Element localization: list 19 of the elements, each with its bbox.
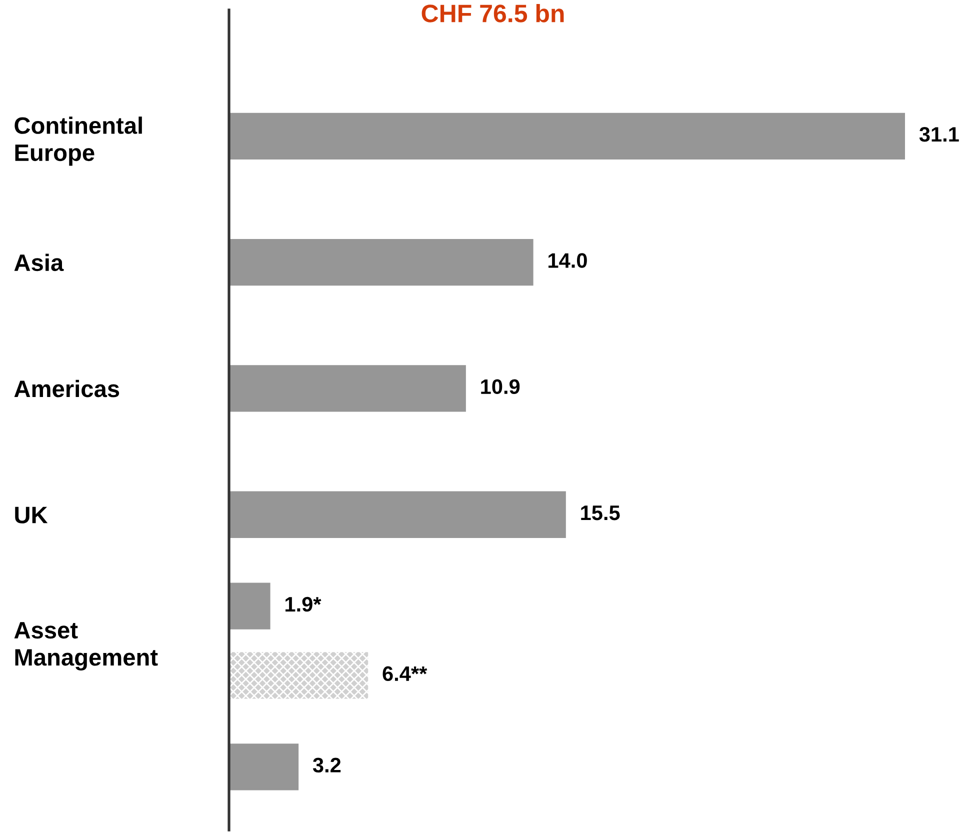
bar: [229, 652, 368, 699]
bar: [229, 744, 299, 790]
data-label: 6.4**: [382, 666, 428, 682]
bar: [229, 112, 905, 160]
data-label: 31.1: [919, 126, 959, 142]
data-label: 3.2: [312, 758, 341, 773]
y-tick-label: Americas: [14, 380, 120, 398]
data-label: 10.9: [481, 379, 520, 394]
y-tick-label: Asset Management: [14, 622, 158, 671]
bar: [229, 238, 534, 286]
data-label: 15.5: [581, 506, 620, 520]
data-label: 14.0: [548, 253, 587, 268]
data-label: 1.9*: [286, 596, 322, 612]
bar: [229, 365, 466, 412]
chart-title: CHF 76.5 bn: [422, 4, 564, 22]
y-tick-label: UK: [15, 506, 48, 524]
bar: [229, 491, 566, 538]
y-tick-label: Continental Europe: [14, 116, 142, 166]
y-tick-label: Asia: [14, 254, 64, 272]
